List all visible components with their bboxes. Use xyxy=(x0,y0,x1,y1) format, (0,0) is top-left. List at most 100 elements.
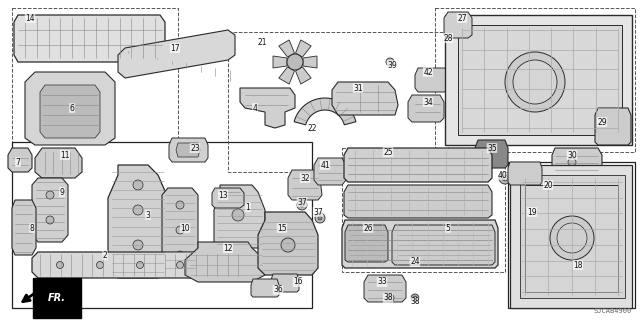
Circle shape xyxy=(46,191,54,199)
Polygon shape xyxy=(214,185,265,248)
Text: 1: 1 xyxy=(246,203,250,212)
Circle shape xyxy=(177,261,184,268)
Circle shape xyxy=(557,223,587,253)
Bar xyxy=(435,8,635,152)
Text: SJCAB4900: SJCAB4900 xyxy=(594,308,632,314)
Polygon shape xyxy=(212,188,244,208)
Bar xyxy=(12,142,312,308)
Polygon shape xyxy=(40,85,100,138)
Text: 42: 42 xyxy=(423,68,433,76)
Text: 38: 38 xyxy=(410,298,420,307)
Bar xyxy=(342,148,505,272)
Circle shape xyxy=(446,241,454,249)
Circle shape xyxy=(281,238,295,252)
Polygon shape xyxy=(273,56,287,68)
Circle shape xyxy=(287,54,303,70)
Circle shape xyxy=(176,226,184,234)
Bar xyxy=(508,162,635,308)
Text: 18: 18 xyxy=(573,260,583,269)
Polygon shape xyxy=(344,148,492,182)
Bar xyxy=(12,8,178,142)
Text: FR.: FR. xyxy=(48,293,66,303)
Polygon shape xyxy=(185,242,265,282)
Circle shape xyxy=(411,294,419,302)
Text: 11: 11 xyxy=(60,150,70,159)
Text: 29: 29 xyxy=(597,117,607,126)
Circle shape xyxy=(300,203,304,207)
Text: 25: 25 xyxy=(383,148,393,156)
Polygon shape xyxy=(32,252,242,278)
Polygon shape xyxy=(303,56,317,68)
Polygon shape xyxy=(408,95,444,122)
Polygon shape xyxy=(279,40,294,57)
Text: 7: 7 xyxy=(15,157,20,166)
Text: 36: 36 xyxy=(273,285,283,294)
Text: 34: 34 xyxy=(423,98,433,107)
Polygon shape xyxy=(279,67,294,84)
Polygon shape xyxy=(510,165,632,308)
Circle shape xyxy=(502,175,508,181)
Polygon shape xyxy=(520,175,625,298)
Text: 12: 12 xyxy=(223,244,233,252)
Circle shape xyxy=(133,180,143,190)
Text: 22: 22 xyxy=(307,124,317,132)
Polygon shape xyxy=(344,185,492,218)
Text: 17: 17 xyxy=(170,44,180,52)
Circle shape xyxy=(133,240,143,250)
Circle shape xyxy=(297,200,307,210)
Circle shape xyxy=(216,261,223,268)
Text: 27: 27 xyxy=(457,13,467,22)
Circle shape xyxy=(46,216,54,224)
Polygon shape xyxy=(458,25,622,135)
Text: 24: 24 xyxy=(410,258,420,267)
Text: 3: 3 xyxy=(145,211,150,220)
Text: 20: 20 xyxy=(543,180,553,189)
Text: 13: 13 xyxy=(218,190,228,199)
Polygon shape xyxy=(108,165,168,278)
Polygon shape xyxy=(251,279,279,297)
Text: 39: 39 xyxy=(387,60,397,69)
Text: 5: 5 xyxy=(445,223,451,233)
Circle shape xyxy=(388,296,392,300)
Circle shape xyxy=(386,294,394,302)
Polygon shape xyxy=(444,12,472,38)
Text: 23: 23 xyxy=(190,143,200,153)
Circle shape xyxy=(315,213,325,223)
Polygon shape xyxy=(345,225,388,262)
Text: 19: 19 xyxy=(527,207,537,217)
Circle shape xyxy=(386,58,394,66)
Circle shape xyxy=(176,201,184,209)
Text: 30: 30 xyxy=(567,150,577,159)
Text: 41: 41 xyxy=(320,161,330,170)
Text: 32: 32 xyxy=(300,173,310,182)
Text: 31: 31 xyxy=(353,84,363,92)
Circle shape xyxy=(176,251,184,259)
Text: 38: 38 xyxy=(383,293,393,302)
Text: 26: 26 xyxy=(363,223,373,233)
Polygon shape xyxy=(364,275,406,302)
Text: 2: 2 xyxy=(102,251,108,260)
Polygon shape xyxy=(475,140,508,168)
Circle shape xyxy=(318,216,322,220)
Polygon shape xyxy=(118,30,235,78)
Text: 28: 28 xyxy=(444,34,452,43)
Polygon shape xyxy=(14,15,165,62)
Circle shape xyxy=(550,216,594,260)
Polygon shape xyxy=(25,72,115,145)
Text: 33: 33 xyxy=(377,277,387,286)
Polygon shape xyxy=(240,88,295,128)
Text: 8: 8 xyxy=(29,223,35,233)
Polygon shape xyxy=(162,188,198,272)
Polygon shape xyxy=(445,15,632,145)
Circle shape xyxy=(505,52,565,112)
Circle shape xyxy=(568,158,576,166)
Polygon shape xyxy=(176,143,200,157)
Text: 14: 14 xyxy=(25,13,35,22)
Polygon shape xyxy=(296,40,311,57)
Text: 37: 37 xyxy=(313,207,323,217)
Circle shape xyxy=(513,60,557,104)
Polygon shape xyxy=(552,148,602,178)
Polygon shape xyxy=(12,200,36,255)
Circle shape xyxy=(232,209,244,221)
Text: 15: 15 xyxy=(277,223,287,233)
